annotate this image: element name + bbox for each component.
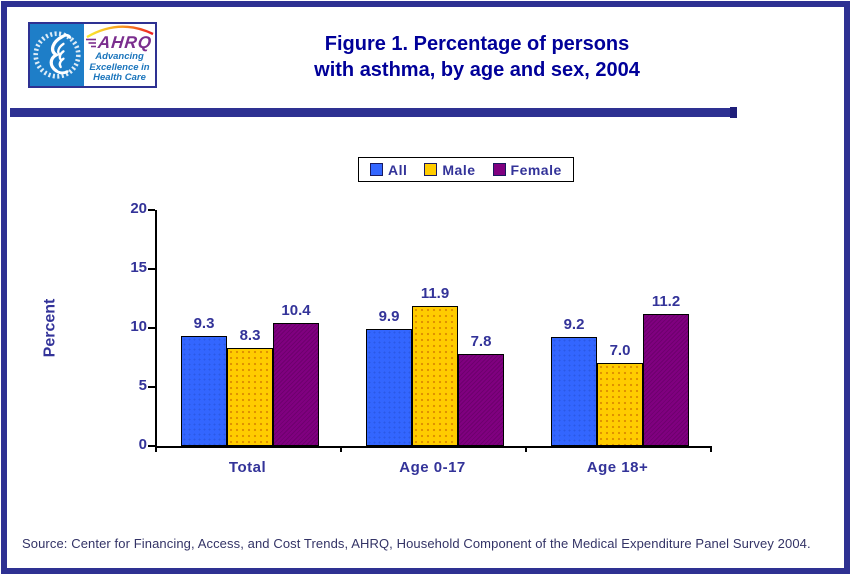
category-label: Age 18+: [586, 459, 649, 476]
source-note: Source: Center for Financing, Access, an…: [22, 536, 811, 551]
ahrq-tagline: Advancing Excellence in Health Care: [89, 51, 150, 84]
bar-value-label: 9.3: [193, 315, 215, 333]
bar-male-age-18+: [597, 363, 643, 446]
figure-title-line2: with asthma, by age and sex, 2004: [314, 59, 640, 81]
legend-swatch-all: [370, 163, 383, 176]
header-rule-endcap: [730, 107, 737, 118]
legend-item-male: Male: [424, 162, 475, 178]
bar-value-label: 9.2: [563, 316, 585, 334]
y-axis-tick: [148, 209, 155, 211]
tagline-line: Advancing: [95, 51, 144, 62]
bar-all-age-0-17: [366, 329, 412, 446]
hhs-seal: [30, 24, 84, 86]
bar-all-age-18+: [551, 337, 597, 446]
x-axis-tick: [525, 446, 527, 452]
bar-value-label: 10.4: [281, 302, 311, 320]
legend-item-all: All: [370, 162, 407, 178]
legend-label: Female: [510, 161, 562, 178]
bar-value-label: 9.9: [378, 308, 400, 326]
y-axis-title-box: Percent: [35, 210, 65, 446]
y-axis-tick-label: 10: [130, 318, 147, 335]
y-axis-tick-label: 5: [138, 377, 147, 394]
legend-label: All: [388, 161, 408, 178]
category-label: Total: [228, 459, 267, 476]
y-axis-title: Percent: [41, 298, 59, 358]
bar-chart: Percent 0 5 10 15 20 Total 9.3 8.3 10.4 Age 0-17 9…: [7, 7, 844, 568]
hhs-eagle-icon: [33, 31, 81, 79]
chart-legend: All Male Female: [358, 157, 574, 182]
y-axis-tick: [148, 268, 155, 270]
bar-value-label: 8.3: [239, 327, 261, 345]
bar-value-label: 7.0: [609, 342, 631, 360]
figure-title-line1: Figure 1. Percentage of persons: [324, 33, 630, 55]
bar-female-total: [273, 323, 319, 446]
bar-all-total: [181, 336, 227, 446]
bar-value-label: 11.9: [420, 284, 450, 302]
legend-item-female: Female: [492, 161, 562, 178]
bar-female-age-18+: [643, 313, 689, 446]
x-axis-tick: [155, 446, 157, 452]
bar-male-total: [227, 348, 273, 446]
bar-value-label: 11.2: [651, 292, 681, 310]
plot-area: [155, 210, 712, 448]
ahrq-arc-icon: [85, 25, 154, 38]
figure-title: Figure 1. Percentage of persons with ast…: [147, 31, 807, 83]
x-axis-tick: [340, 446, 342, 452]
y-axis-tick-label: 20: [130, 200, 147, 217]
ahrq-logo-panel: AHRQ Advancing Excellence in Health Care: [84, 24, 155, 86]
legend-swatch-male: [424, 163, 438, 176]
bar-value-label: 7.8: [470, 332, 492, 350]
bar-female-age-0-17: [458, 353, 504, 446]
legend-label: Male: [442, 161, 476, 178]
ahrq-hhs-logo: AHRQ Advancing Excellence in Health Care: [28, 22, 157, 88]
y-axis-tick-label: 0: [138, 436, 147, 453]
x-axis-tick: [710, 446, 712, 452]
bar-male-age-0-17: [412, 305, 458, 446]
category-label: Age 0-17: [399, 459, 466, 476]
y-axis-tick: [148, 445, 155, 447]
y-axis-tick: [148, 386, 155, 388]
header-rule: [10, 107, 737, 118]
legend-swatch-female: [492, 163, 506, 176]
speed-lines-icon: [86, 38, 97, 48]
y-axis-tick-label: 15: [130, 259, 147, 276]
tagline-line: Health Care: [93, 72, 146, 83]
y-axis-tick: [148, 327, 155, 329]
tagline-line: Excellence in: [89, 61, 150, 73]
